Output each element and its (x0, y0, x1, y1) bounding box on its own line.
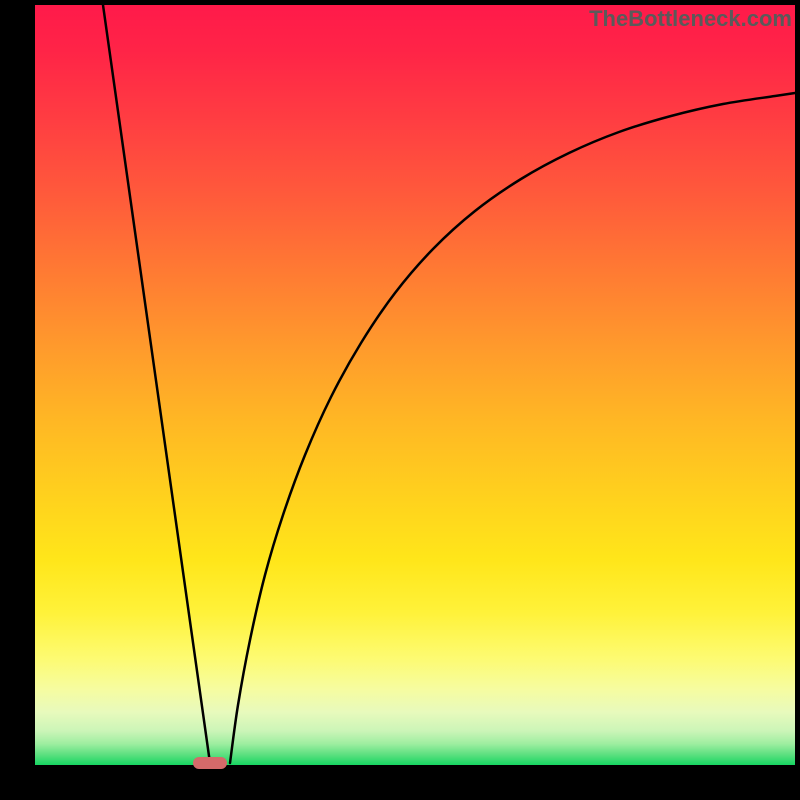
chart-container: TheBottleneck.com (0, 0, 800, 800)
plot-area (35, 5, 795, 765)
watermark-text: TheBottleneck.com (589, 6, 792, 32)
optimal-point-marker (193, 757, 227, 769)
